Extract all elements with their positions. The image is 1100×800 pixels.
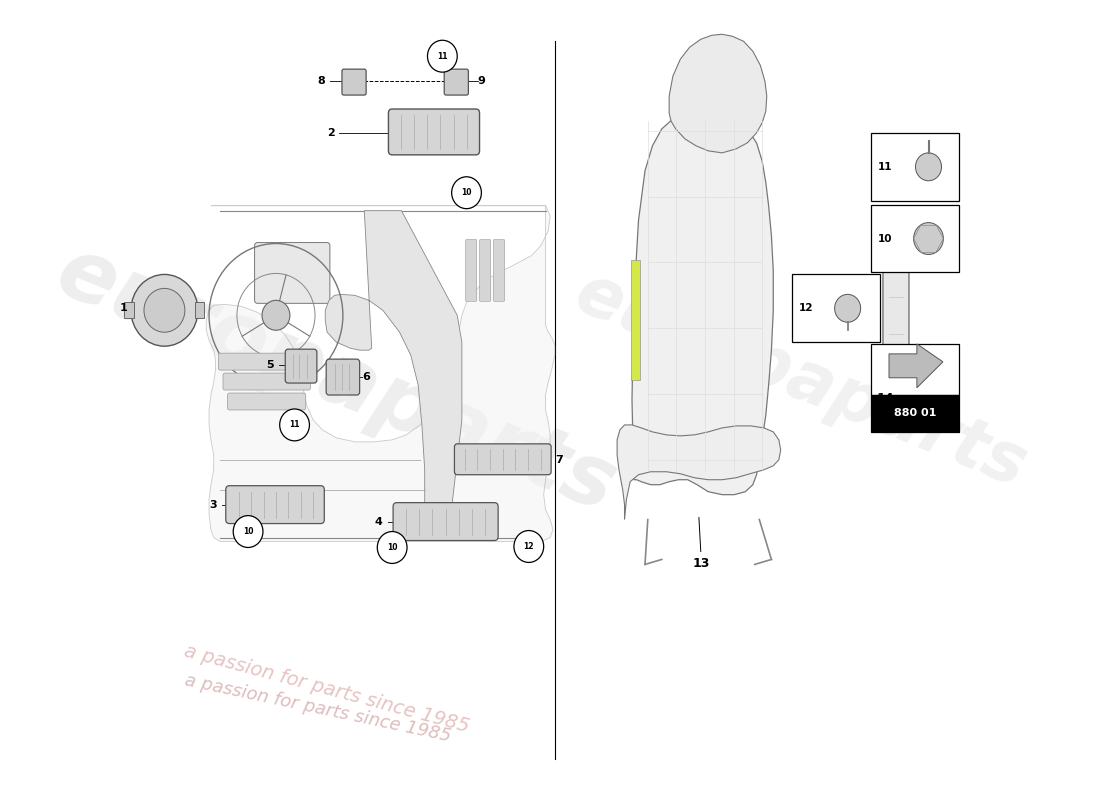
Circle shape <box>144 288 185 332</box>
Text: 8: 8 <box>318 76 326 86</box>
Polygon shape <box>207 206 554 542</box>
Bar <box>631 261 640 380</box>
Circle shape <box>279 409 309 441</box>
Text: 10: 10 <box>461 188 472 198</box>
Circle shape <box>452 177 482 209</box>
Text: 13: 13 <box>692 558 710 570</box>
Text: 880 01: 880 01 <box>894 408 936 418</box>
Polygon shape <box>617 425 781 519</box>
Text: 11: 11 <box>878 162 893 172</box>
Text: 10: 10 <box>387 543 397 552</box>
FancyBboxPatch shape <box>254 242 330 303</box>
FancyBboxPatch shape <box>465 239 476 302</box>
FancyBboxPatch shape <box>285 349 317 383</box>
Text: 6: 6 <box>362 372 371 382</box>
Circle shape <box>514 530 543 562</box>
Text: 5: 5 <box>266 360 274 370</box>
Text: 12: 12 <box>524 542 535 551</box>
Text: 4: 4 <box>375 517 383 526</box>
Text: 2: 2 <box>327 128 334 138</box>
Text: 3: 3 <box>210 500 218 510</box>
Polygon shape <box>326 210 462 538</box>
Text: 10: 10 <box>878 234 893 243</box>
Bar <box>195 302 205 318</box>
Text: europaparts: europaparts <box>45 230 628 530</box>
Polygon shape <box>889 344 943 388</box>
Text: 10: 10 <box>243 527 253 536</box>
Text: 9: 9 <box>477 76 485 86</box>
Text: a passion for parts since 1985: a passion for parts since 1985 <box>183 672 452 746</box>
Bar <box>871 133 959 201</box>
Text: 14: 14 <box>876 392 893 405</box>
FancyBboxPatch shape <box>454 444 551 474</box>
FancyBboxPatch shape <box>393 502 498 541</box>
FancyBboxPatch shape <box>218 353 315 370</box>
Circle shape <box>915 153 942 181</box>
FancyBboxPatch shape <box>388 109 480 155</box>
Polygon shape <box>632 111 773 494</box>
Bar <box>871 344 959 395</box>
FancyBboxPatch shape <box>327 359 360 395</box>
Circle shape <box>377 531 407 563</box>
Circle shape <box>131 274 198 346</box>
FancyBboxPatch shape <box>480 239 491 302</box>
FancyBboxPatch shape <box>223 373 310 390</box>
Text: 7: 7 <box>554 454 562 465</box>
FancyBboxPatch shape <box>444 69 469 95</box>
Bar <box>124 302 134 318</box>
Text: 12: 12 <box>800 303 814 314</box>
Text: 11: 11 <box>437 52 448 61</box>
FancyBboxPatch shape <box>883 246 909 384</box>
FancyBboxPatch shape <box>226 486 324 523</box>
Text: 11: 11 <box>289 421 300 430</box>
Circle shape <box>914 222 944 254</box>
Text: 1: 1 <box>120 303 128 314</box>
Circle shape <box>428 40 458 72</box>
Polygon shape <box>669 34 767 153</box>
Bar <box>871 205 959 273</box>
FancyBboxPatch shape <box>342 69 366 95</box>
FancyBboxPatch shape <box>228 393 306 410</box>
Bar <box>792 274 880 342</box>
Text: a passion for parts since 1985: a passion for parts since 1985 <box>183 642 472 736</box>
Circle shape <box>835 294 860 322</box>
FancyBboxPatch shape <box>494 239 505 302</box>
Circle shape <box>262 300 290 330</box>
Text: europaparts: europaparts <box>565 259 1036 501</box>
Bar <box>871 395 959 432</box>
Circle shape <box>233 515 263 547</box>
